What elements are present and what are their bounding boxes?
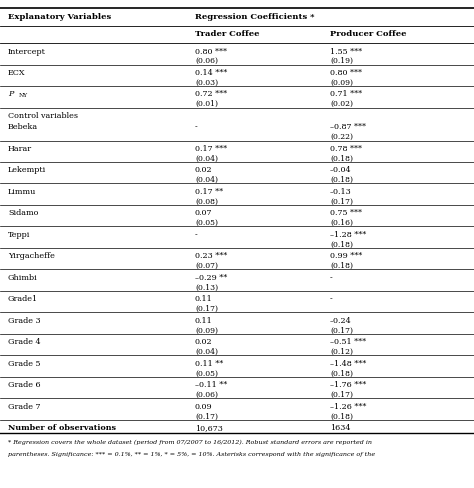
Text: –0.11 **: –0.11 ** — [195, 381, 227, 389]
Text: –0.29 **: –0.29 ** — [195, 273, 227, 282]
Text: Bebeka: Bebeka — [8, 123, 38, 131]
Text: 10,673: 10,673 — [195, 424, 223, 431]
Text: Control variables: Control variables — [8, 112, 78, 120]
Text: (0.07): (0.07) — [195, 262, 218, 269]
Text: Grade 3: Grade 3 — [8, 316, 41, 325]
Text: Number of observations: Number of observations — [8, 424, 116, 431]
Text: 0.17 ***: 0.17 *** — [195, 145, 227, 153]
Text: 0.02: 0.02 — [195, 166, 213, 174]
Text: Grade1: Grade1 — [8, 295, 38, 303]
Text: –0.87 ***: –0.87 *** — [330, 123, 366, 131]
Text: (0.16): (0.16) — [330, 219, 353, 226]
Text: –1.48 ***: –1.48 *** — [330, 359, 366, 367]
Text: (0.12): (0.12) — [330, 347, 353, 355]
Text: (0.01): (0.01) — [195, 100, 218, 108]
Text: –1.76 ***: –1.76 *** — [330, 381, 366, 389]
Text: 0.23 ***: 0.23 *** — [195, 252, 227, 260]
Text: Producer Coffee: Producer Coffee — [330, 30, 407, 39]
Text: (0.04): (0.04) — [195, 154, 218, 162]
Text: NY: NY — [18, 93, 27, 98]
Text: Yirgacheffe: Yirgacheffe — [8, 252, 55, 260]
Text: Grade 7: Grade 7 — [8, 402, 40, 410]
Text: -: - — [330, 295, 333, 303]
Text: (0.19): (0.19) — [330, 57, 353, 65]
Text: (0.17): (0.17) — [330, 197, 353, 205]
Text: 0.72 ***: 0.72 *** — [195, 90, 227, 98]
Text: 0.78 ***: 0.78 *** — [330, 145, 362, 153]
Text: (0.18): (0.18) — [330, 240, 353, 248]
Text: (0.06): (0.06) — [195, 390, 218, 398]
Text: -: - — [195, 123, 198, 131]
Text: (0.05): (0.05) — [195, 219, 218, 226]
Text: 0.09: 0.09 — [195, 402, 213, 410]
Text: Lekempti: Lekempti — [8, 166, 46, 174]
Text: Intercept: Intercept — [8, 47, 46, 55]
Text: Grade 4: Grade 4 — [8, 338, 41, 346]
Text: 0.99 ***: 0.99 *** — [330, 252, 362, 260]
Text: (0.09): (0.09) — [195, 326, 218, 334]
Text: 1634: 1634 — [330, 424, 350, 431]
Text: –1.28 ***: –1.28 *** — [330, 230, 366, 239]
Text: (0.18): (0.18) — [330, 154, 353, 162]
Text: –0.13: –0.13 — [330, 187, 352, 196]
Text: ECX: ECX — [8, 69, 26, 77]
Text: Harar: Harar — [8, 145, 32, 153]
Text: (0.18): (0.18) — [330, 176, 353, 183]
Text: 0.80 ***: 0.80 *** — [195, 47, 227, 55]
Text: (0.03): (0.03) — [195, 79, 218, 86]
Text: P: P — [8, 90, 13, 98]
Text: (0.05): (0.05) — [195, 369, 218, 377]
Text: (0.04): (0.04) — [195, 176, 218, 183]
Text: 0.11: 0.11 — [195, 316, 213, 325]
Text: parentheses. Significance: *** = 0.1%, ** = 1%, * = 5%, = 10%. Asterisks corresp: parentheses. Significance: *** = 0.1%, *… — [8, 451, 375, 457]
Text: Regression Coefficients *: Regression Coefficients * — [195, 13, 315, 21]
Text: –1.26 ***: –1.26 *** — [330, 402, 366, 410]
Text: (0.18): (0.18) — [330, 369, 353, 377]
Text: -: - — [195, 230, 198, 239]
Text: (0.04): (0.04) — [195, 347, 218, 355]
Text: Grade 6: Grade 6 — [8, 381, 41, 389]
Text: 0.11 **: 0.11 ** — [195, 359, 223, 367]
Text: (0.08): (0.08) — [195, 197, 218, 205]
Text: (0.18): (0.18) — [330, 412, 353, 420]
Text: (0.17): (0.17) — [195, 412, 218, 420]
Text: –0.51 ***: –0.51 *** — [330, 338, 366, 346]
Text: (0.09): (0.09) — [330, 79, 353, 86]
Text: 0.71 ***: 0.71 *** — [330, 90, 362, 98]
Text: (0.17): (0.17) — [195, 305, 218, 312]
Text: 0.75 ***: 0.75 *** — [330, 209, 362, 217]
Text: (0.17): (0.17) — [330, 390, 353, 398]
Text: Limmu: Limmu — [8, 187, 36, 196]
Text: Sidamo: Sidamo — [8, 209, 38, 217]
Text: 0.11: 0.11 — [195, 295, 213, 303]
Text: 0.02: 0.02 — [195, 338, 213, 346]
Text: 0.07: 0.07 — [195, 209, 212, 217]
Text: Grade 5: Grade 5 — [8, 359, 40, 367]
Text: Explanatory Variables: Explanatory Variables — [8, 13, 111, 21]
Text: Trader Coffee: Trader Coffee — [195, 30, 259, 39]
Text: -: - — [330, 273, 333, 282]
Text: 1.55 ***: 1.55 *** — [330, 47, 362, 55]
Text: (0.06): (0.06) — [195, 57, 218, 65]
Text: Teppi: Teppi — [8, 230, 30, 239]
Text: 0.80 ***: 0.80 *** — [330, 69, 362, 77]
Text: (0.18): (0.18) — [330, 262, 353, 269]
Text: Ghimbi: Ghimbi — [8, 273, 38, 282]
Text: –0.04: –0.04 — [330, 166, 352, 174]
Text: (0.13): (0.13) — [195, 283, 218, 291]
Text: (0.02): (0.02) — [330, 100, 353, 108]
Text: 0.17 **: 0.17 ** — [195, 187, 223, 196]
Text: * Regression covers the whole dataset (period from 07/2007 to 16/2012). Robust s: * Regression covers the whole dataset (p… — [8, 439, 372, 444]
Text: –0.24: –0.24 — [330, 316, 352, 325]
Text: (0.17): (0.17) — [330, 326, 353, 334]
Text: (0.22): (0.22) — [330, 133, 353, 141]
Text: 0.14 ***: 0.14 *** — [195, 69, 227, 77]
